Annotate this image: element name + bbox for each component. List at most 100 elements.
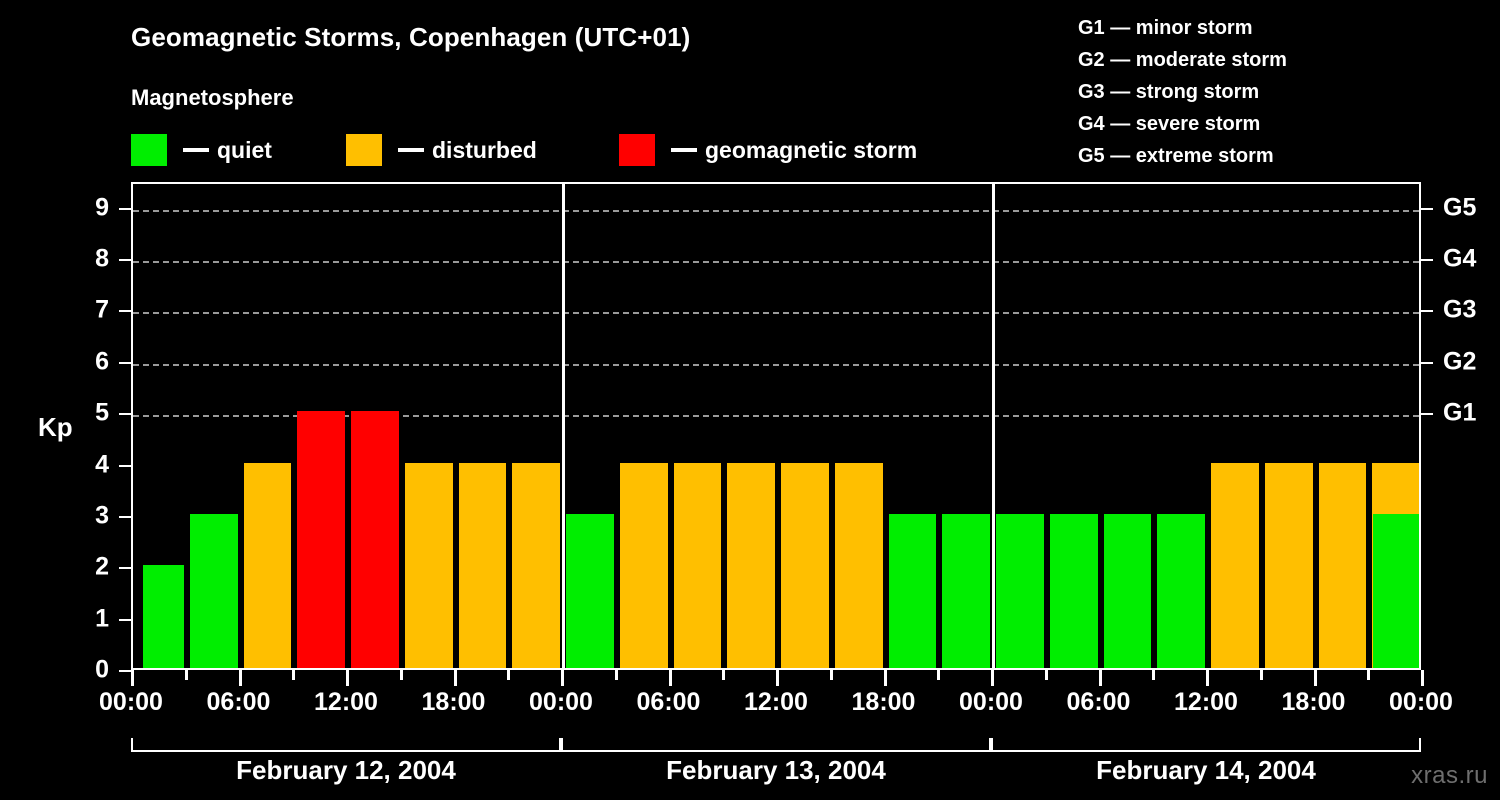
y-tick-mark [119, 515, 131, 518]
g-tick-mark [1421, 207, 1433, 210]
y-tick-label: 6 [95, 347, 109, 376]
x-tick-label: 00:00 [529, 688, 593, 716]
date-label: February 14, 2004 [1096, 755, 1316, 785]
x-tick-label: 12:00 [314, 688, 378, 716]
kp-bar [566, 513, 614, 668]
x-tick-mark [991, 670, 994, 686]
page-title: Geomagnetic Storms, Copenhagen (UTC+01) [131, 22, 691, 52]
x-tick-mark [883, 670, 887, 686]
kp-bar [297, 411, 345, 668]
kp-bar [351, 411, 399, 668]
legend-entry-disturbed: disturbed [346, 131, 537, 169]
y-tick-label: 2 [95, 552, 109, 581]
g-legend-row-g1: G1 — minor storm [1078, 12, 1287, 44]
g-legend-row-g3: G3 — strong storm [1078, 76, 1287, 108]
plot-frame [131, 182, 1421, 670]
gridline-kp-7 [133, 312, 1419, 315]
y-tick-label: 1 [95, 604, 109, 633]
legend-dash-icon [183, 148, 209, 152]
y-tick-mark [119, 618, 131, 621]
g-tick-mark [1421, 310, 1433, 313]
y-tick-mark [119, 361, 131, 364]
legend-swatch-disturbed-icon [346, 134, 382, 166]
y-tick-mark [119, 670, 131, 672]
g-tick-label: G2 [1443, 347, 1477, 376]
watermark: xras.ru [1411, 762, 1488, 789]
x-tick-mark [1313, 670, 1317, 686]
day-separator [992, 184, 995, 668]
kp-bar [512, 462, 560, 668]
g-tick-mark [1421, 259, 1433, 262]
legend-dash-icon [398, 148, 424, 152]
legend-swatch-geomagnetic-storm-icon [619, 134, 655, 166]
g-legend-row-g5: G5 — extreme storm [1078, 140, 1287, 172]
x-tick-label: 06:00 [206, 688, 271, 716]
kp-bar [1373, 513, 1419, 668]
g-legend-text: G1 — minor storm [1078, 17, 1253, 39]
y-axis-title: Kp [38, 412, 73, 442]
y-tick-mark [119, 207, 131, 210]
kp-bar [1264, 462, 1313, 668]
y-tick-mark [119, 464, 131, 467]
g-tick-label: G5 [1443, 193, 1477, 222]
x-tick-label: 00:00 [959, 688, 1023, 716]
x-tick-mark [614, 670, 618, 680]
y-tick-label: 7 [95, 295, 109, 324]
x-tick-mark [346, 670, 349, 686]
kp-bar [834, 462, 883, 668]
x-tick-mark [1206, 670, 1209, 686]
y-tick-mark [119, 413, 131, 416]
x-tick-label: 18:00 [421, 688, 486, 716]
x-tick-mark [238, 670, 242, 686]
g-scale-legend: G1 — minor storm G2 — moderate storm G3 — … [1078, 12, 1287, 172]
x-tick-mark [184, 670, 188, 680]
y-tick-label: 3 [95, 501, 109, 530]
gridline-kp-5 [133, 415, 1419, 418]
y-tick-mark [119, 259, 131, 262]
legend-label: geomagnetic storm [705, 136, 918, 163]
x-tick-mark [1044, 670, 1048, 680]
x-tick-mark [561, 670, 564, 686]
date-bracket [561, 738, 991, 752]
x-tick-mark [292, 670, 296, 680]
x-tick-label: 06:00 [1066, 688, 1131, 716]
x-tick-label: 06:00 [636, 688, 701, 716]
kp-bar [942, 513, 990, 668]
x-tick-mark [1421, 670, 1424, 686]
x-tick-mark [776, 670, 779, 686]
g-tick-mark [1421, 413, 1433, 416]
g-legend-text: G3 — strong storm [1078, 81, 1260, 103]
x-tick-label: 12:00 [744, 688, 808, 716]
kp-bar [888, 513, 937, 668]
g-legend-text: G4 — severe storm [1078, 113, 1261, 135]
legend-label: quiet [217, 136, 272, 163]
kp-bar [1211, 462, 1259, 668]
g-tick-mark [1421, 361, 1433, 364]
kp-bar [619, 462, 668, 668]
x-tick-mark [1152, 670, 1156, 680]
kp-bar [673, 462, 722, 668]
date-bracket [131, 738, 561, 752]
x-tick-label: 12:00 [1174, 688, 1238, 716]
kp-bar [404, 462, 453, 668]
date-bracket [991, 738, 1421, 752]
x-tick-label: 18:00 [1281, 688, 1346, 716]
gridline-kp-9 [133, 209, 1419, 212]
y-tick-label: 5 [95, 398, 109, 427]
y-tick-label: 4 [95, 450, 109, 479]
y-tick-label: 0 [95, 655, 109, 684]
g-legend-text: G5 — extreme storm [1078, 145, 1274, 167]
x-tick-mark [722, 670, 726, 680]
x-tick-mark [937, 670, 941, 680]
legend-entry-geomagnetic-storm: geomagnetic storm [619, 131, 917, 169]
kp-bar [996, 513, 1044, 668]
kp-bar [1049, 513, 1098, 668]
g-legend-row-g4: G4 — severe storm [1078, 108, 1287, 140]
x-tick-mark [1259, 670, 1263, 680]
x-tick-mark [507, 670, 511, 680]
x-tick-mark [131, 670, 134, 686]
kp-bar [1318, 462, 1367, 668]
kp-bar [727, 462, 775, 668]
section-label-magnetosphere: Magnetosphere [131, 85, 294, 110]
kp-bar [1103, 513, 1152, 668]
